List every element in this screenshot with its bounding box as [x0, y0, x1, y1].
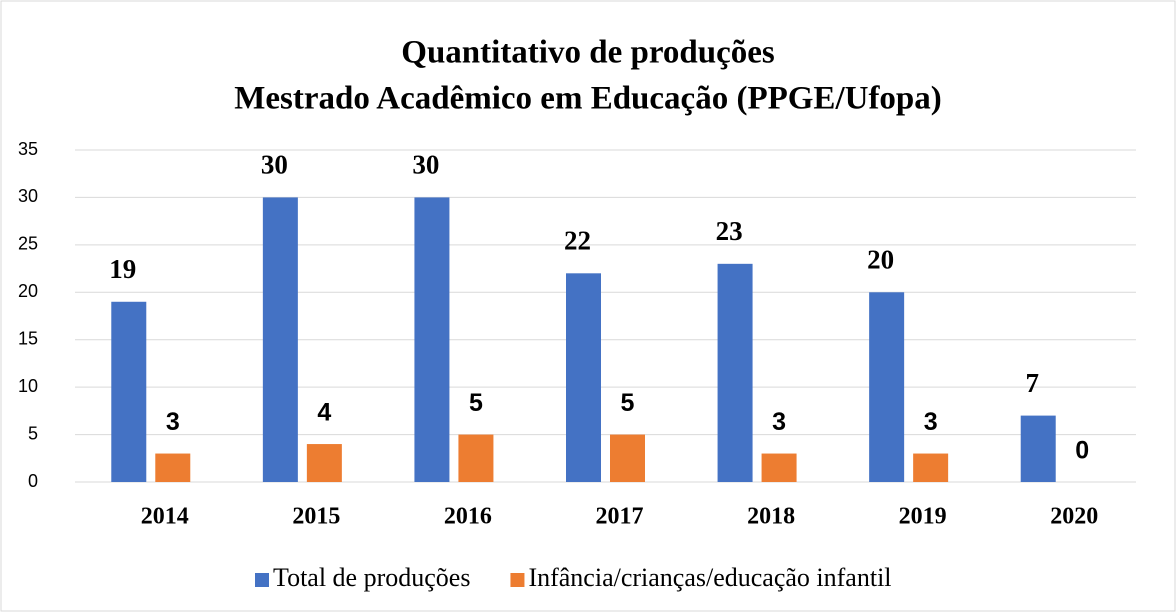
- x-tick-label: 2017: [596, 504, 644, 530]
- y-tick-label: 25: [18, 234, 38, 254]
- x-tick-label: 2020: [1050, 504, 1098, 530]
- data-label: 3: [166, 408, 180, 436]
- bar: [869, 292, 905, 482]
- data-label: 7: [1025, 368, 1039, 398]
- y-tick-label: 0: [28, 471, 38, 491]
- bar: [458, 434, 494, 482]
- x-tick-label: 2019: [899, 504, 947, 530]
- y-tick-label: 10: [18, 376, 38, 396]
- bar: [610, 434, 645, 482]
- data-label: 19: [109, 254, 136, 284]
- y-tick-label: 35: [18, 139, 38, 159]
- x-tick-label: 2018: [747, 504, 795, 530]
- legend-label: Total de produções: [273, 563, 470, 592]
- legend-swatch: [510, 573, 525, 587]
- x-tick-label: 2014: [141, 504, 189, 530]
- legend-swatch: [255, 573, 269, 587]
- bar: [262, 197, 298, 482]
- y-tick-label: 5: [28, 423, 38, 443]
- bar: [717, 263, 753, 482]
- x-tick-label: 2015: [292, 504, 340, 530]
- y-tick-label: 30: [18, 186, 38, 206]
- data-label: 30: [412, 150, 439, 180]
- y-tick-label: 15: [18, 328, 38, 348]
- bar: [566, 273, 601, 482]
- bar: [414, 197, 450, 482]
- data-label: 4: [317, 399, 331, 427]
- x-tick-label: 2016: [444, 504, 492, 530]
- bar: [155, 453, 191, 482]
- data-label: 30: [261, 150, 288, 180]
- data-label: 5: [469, 389, 483, 417]
- bar: [913, 453, 949, 482]
- bar: [111, 301, 147, 482]
- data-label: 20: [867, 244, 894, 274]
- chart-title: Mestrado Acadêmico em Educação (PPGE/Ufo…: [234, 81, 942, 117]
- bar: [306, 444, 342, 482]
- data-label: 0: [1075, 437, 1089, 465]
- data-label: 22: [564, 226, 591, 256]
- bar: [761, 453, 797, 482]
- bar: [1020, 415, 1056, 482]
- chart-title: Quantitativo de produções: [401, 35, 775, 71]
- legend-label: Infância/crianças/educação infantil: [528, 563, 891, 592]
- data-label: 3: [924, 408, 938, 436]
- data-label: 23: [716, 216, 743, 246]
- data-label: 5: [621, 389, 635, 417]
- y-tick-label: 20: [18, 281, 38, 301]
- data-label: 3: [772, 408, 786, 436]
